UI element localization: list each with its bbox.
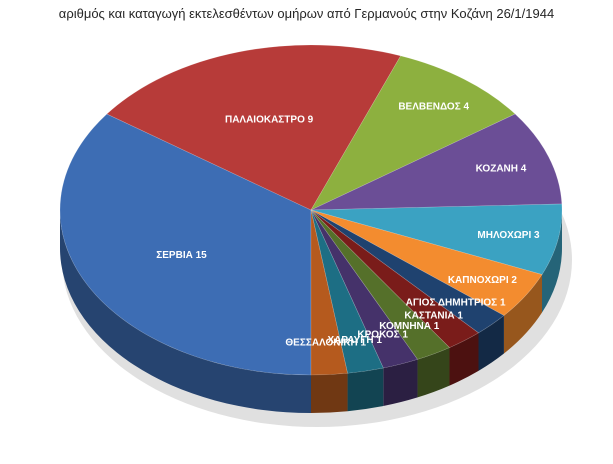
pie-slice-thessaloniki [310,209,348,376]
slice-label-milochori: ΜΗΛΟΧΩΡΙ 3 [477,230,540,241]
pie-slice-servia [59,113,312,376]
slice-label-velvendos: ΒΕΛΒΕΝΔΟΣ 4 [398,102,469,113]
slice-label-agios-dimitrios: ΑΓΙΟΣ ΔΗΜΗΤΡΙΟΣ 1 [406,298,506,309]
slice-label-thessaloniki: ΘΕΣΣΑΛΟΝΙΚΗ 1 [285,338,366,349]
slice-label-palaiokastro: ΠΑΛΑΙΟΚΑΣΤΡΟ 9 [225,114,314,125]
pie-side-thessaloniki [311,373,348,414]
pie-slice-kapnochori [310,209,543,316]
slice-label-servia: ΣΕΡΒΙΑ 15 [156,250,207,261]
pie-slice-agios-dimitrios [310,209,505,334]
pie-slice-palaiokastro [106,44,402,211]
pie-side-milochori [542,210,562,313]
pie-side-agios-dimitrios [478,315,504,371]
pie-side-komnina [417,347,450,398]
pie-slice-charaygi [310,209,384,374]
slice-label-kastania: ΚΑΣΤΑΝΙΑ 1 [404,311,463,322]
pie-slice-kozani [310,113,563,211]
pie-slice-kastania [310,209,480,348]
slice-label-komnina: ΚΟΜΝΗΝΑ 1 [379,321,440,332]
pie-side-kastania [449,332,479,386]
pie-slice-krokos [310,209,419,369]
pie-side-servia [60,210,311,413]
slice-label-charaygi: ΧΑΡΑΥΓΗ 1 [328,335,383,346]
pie-side-charaygi [347,368,384,412]
pie-slice-velvendos [310,55,516,211]
slice-label-krokos: ΚΡΟΚΟΣ 1 [357,329,408,340]
pie-slice-milochori [310,203,563,275]
pie-side-krokos [383,359,418,407]
pie-slice-komnina [310,209,451,360]
pie-side-kapnochori [503,274,543,354]
slice-label-kapnochori: ΚΑΠΝΟΧΩΡΙ 2 [448,275,518,286]
slice-label-kozani: ΚΟΖΑΝΗ 4 [476,163,527,174]
chart-title: αριθμός και καταγωγή εκτελεσθέντων ομήρω… [58,6,555,21]
